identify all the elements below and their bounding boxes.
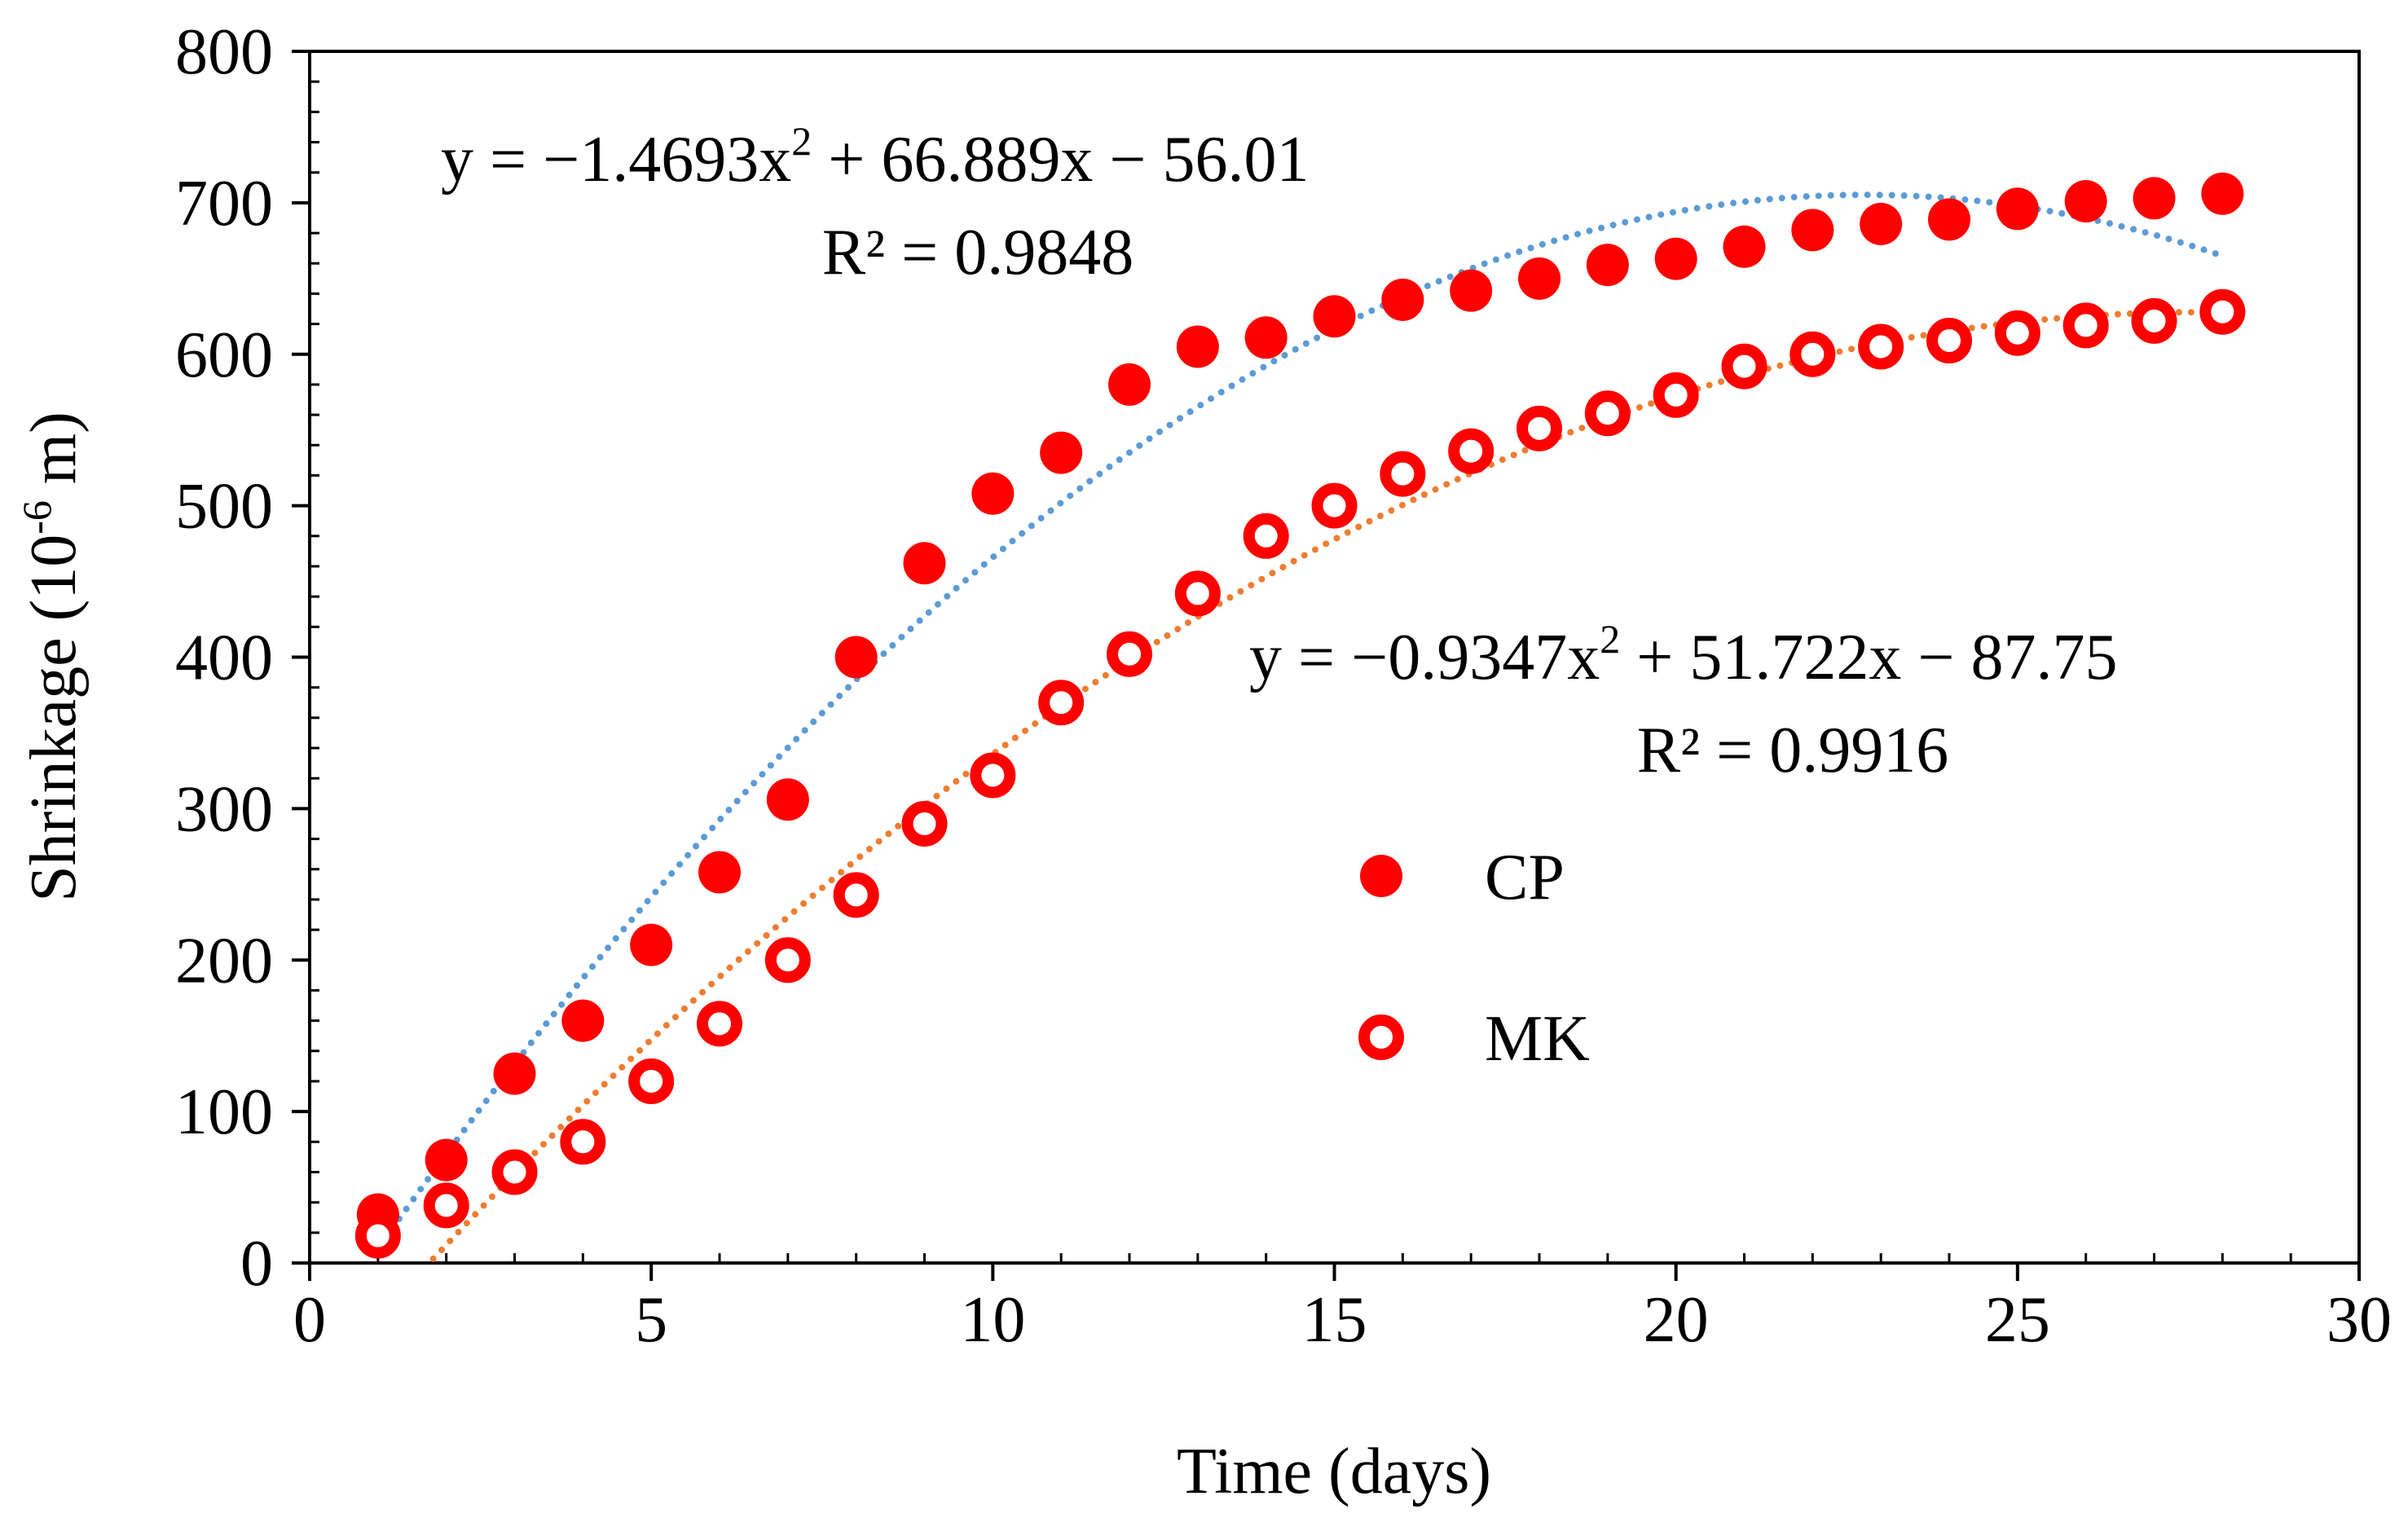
cp-data-point bbox=[834, 636, 878, 679]
mk-data-point bbox=[491, 1149, 538, 1195]
cp-data-point bbox=[1108, 363, 1151, 406]
mk-r-squared: R² = 0.9916 bbox=[1637, 715, 1948, 786]
cp-equation-base: y = −1.4693x bbox=[441, 124, 791, 196]
mk-data-point bbox=[1380, 451, 1426, 497]
cp-data-point bbox=[1381, 278, 1424, 321]
cp-data-point bbox=[1176, 325, 1219, 368]
mk-data-point bbox=[1174, 570, 1221, 617]
cp-data-point bbox=[561, 999, 605, 1042]
mk-data-point bbox=[1243, 513, 1289, 559]
cp-data-point bbox=[903, 542, 946, 585]
y-tick-label: 400 bbox=[175, 623, 273, 694]
y-tick-label: 500 bbox=[175, 471, 273, 543]
data-points bbox=[354, 172, 2246, 1259]
mk-equation-rest: + 51.722x − 87.75 bbox=[1620, 622, 2117, 693]
mk-data-point bbox=[2199, 288, 2246, 335]
cp-data-point bbox=[630, 923, 673, 966]
y-tick-label: 800 bbox=[175, 16, 273, 88]
mk-data-point bbox=[1858, 323, 1904, 370]
cp-data-point bbox=[1723, 225, 1766, 268]
cp-equation-superscript: 2 bbox=[791, 118, 812, 164]
legend-mk-label: MK bbox=[1485, 1003, 1590, 1075]
mk-data-point bbox=[1107, 631, 1152, 677]
cp-data-point bbox=[2133, 177, 2176, 220]
y-tick-label: 0 bbox=[240, 1228, 273, 1300]
cp-equation: y = −1.4693x2 + 66.889x − 56.01 bbox=[441, 118, 1309, 196]
cp-data-point bbox=[1791, 209, 1834, 252]
cp-data-point bbox=[1996, 187, 2039, 231]
cp-data-point bbox=[698, 851, 741, 894]
cp-trendline bbox=[374, 191, 2226, 1252]
mk-equation-superscript: 2 bbox=[1600, 616, 1620, 662]
cp-data-point bbox=[971, 472, 1015, 515]
mk-data-point bbox=[560, 1119, 606, 1165]
mk-data-point bbox=[970, 752, 1016, 799]
mk-data-point bbox=[1517, 405, 1562, 451]
y-axis-label-main: Shrinkage (10 bbox=[18, 535, 90, 902]
trendlines bbox=[374, 191, 2226, 1262]
y-axis-label: Shrinkage (10-6 m) bbox=[14, 411, 90, 902]
legend-mk-marker bbox=[1358, 1014, 1404, 1060]
mk-data-point bbox=[1994, 310, 2040, 356]
cp-data-point bbox=[493, 1052, 536, 1095]
mk-data-point bbox=[697, 1001, 742, 1047]
mk-data-point bbox=[1653, 372, 1699, 418]
mk-data-point bbox=[628, 1058, 675, 1104]
mk-data-point bbox=[1926, 318, 1972, 364]
y-tick-label: 700 bbox=[175, 168, 273, 240]
mk-data-point bbox=[423, 1182, 469, 1229]
mk-data-point bbox=[2062, 302, 2109, 349]
cp-data-point bbox=[2201, 172, 2244, 215]
y-axis-label-end: m) bbox=[18, 411, 90, 500]
x-tick-label: 15 bbox=[1302, 1284, 1367, 1356]
cp-data-point bbox=[1928, 198, 1970, 241]
x-tick-label: 10 bbox=[960, 1284, 1025, 1356]
mk-data-point bbox=[1311, 482, 1358, 529]
legend-cp-label: CP bbox=[1485, 842, 1565, 913]
x-tick-label: 30 bbox=[2327, 1284, 2392, 1356]
mk-data-point bbox=[2131, 297, 2177, 344]
y-axis-label-superscript: -6 bbox=[14, 500, 59, 535]
x-axis-label: Time (days) bbox=[1177, 1436, 1491, 1507]
mk-data-point bbox=[1789, 331, 1836, 377]
cp-data-point bbox=[1654, 237, 1697, 280]
cp-data-point bbox=[425, 1138, 468, 1182]
y-tick-label: 300 bbox=[175, 773, 273, 845]
cp-r-squared: R² = 0.9848 bbox=[822, 217, 1134, 288]
mk-data-point bbox=[1721, 343, 1767, 389]
x-tick-label: 5 bbox=[635, 1284, 667, 1356]
mk-equation: y = −0.9347x2 + 51.722x − 87.75 bbox=[1249, 616, 2117, 693]
cp-data-point bbox=[766, 778, 809, 821]
mk-data-point bbox=[354, 1212, 401, 1259]
mk-data-point bbox=[901, 800, 948, 847]
cp-data-point bbox=[1040, 431, 1083, 474]
mk-data-point bbox=[833, 872, 879, 918]
mk-data-point bbox=[1038, 680, 1085, 726]
x-tick-label: 0 bbox=[293, 1284, 326, 1356]
y-tick-label: 100 bbox=[175, 1076, 273, 1148]
mk-equation-base: y = −0.9347x bbox=[1249, 622, 1600, 693]
y-tick-label: 600 bbox=[175, 319, 273, 391]
mk-trendline bbox=[429, 309, 2226, 1262]
cp-data-point bbox=[1244, 316, 1288, 359]
cp-data-point bbox=[1860, 202, 1903, 245]
major-ticks bbox=[292, 50, 2361, 1281]
mk-data-point bbox=[764, 937, 811, 984]
x-tick-label: 20 bbox=[1644, 1284, 1709, 1356]
y-tick-label: 200 bbox=[175, 925, 273, 997]
cp-data-point bbox=[1518, 257, 1561, 300]
x-tick-label: 25 bbox=[1985, 1284, 2050, 1356]
cp-equation-rest: + 66.889x − 56.01 bbox=[812, 124, 1309, 196]
cp-data-point bbox=[1586, 244, 1629, 287]
legend-cp-marker bbox=[1360, 855, 1402, 897]
cp-data-point bbox=[2064, 180, 2107, 223]
cp-data-point bbox=[1313, 295, 1356, 338]
legend: CP MK bbox=[1358, 842, 1590, 1075]
cp-data-point bbox=[1450, 269, 1493, 312]
mk-data-point bbox=[1448, 428, 1495, 474]
mk-data-point bbox=[1584, 390, 1631, 437]
